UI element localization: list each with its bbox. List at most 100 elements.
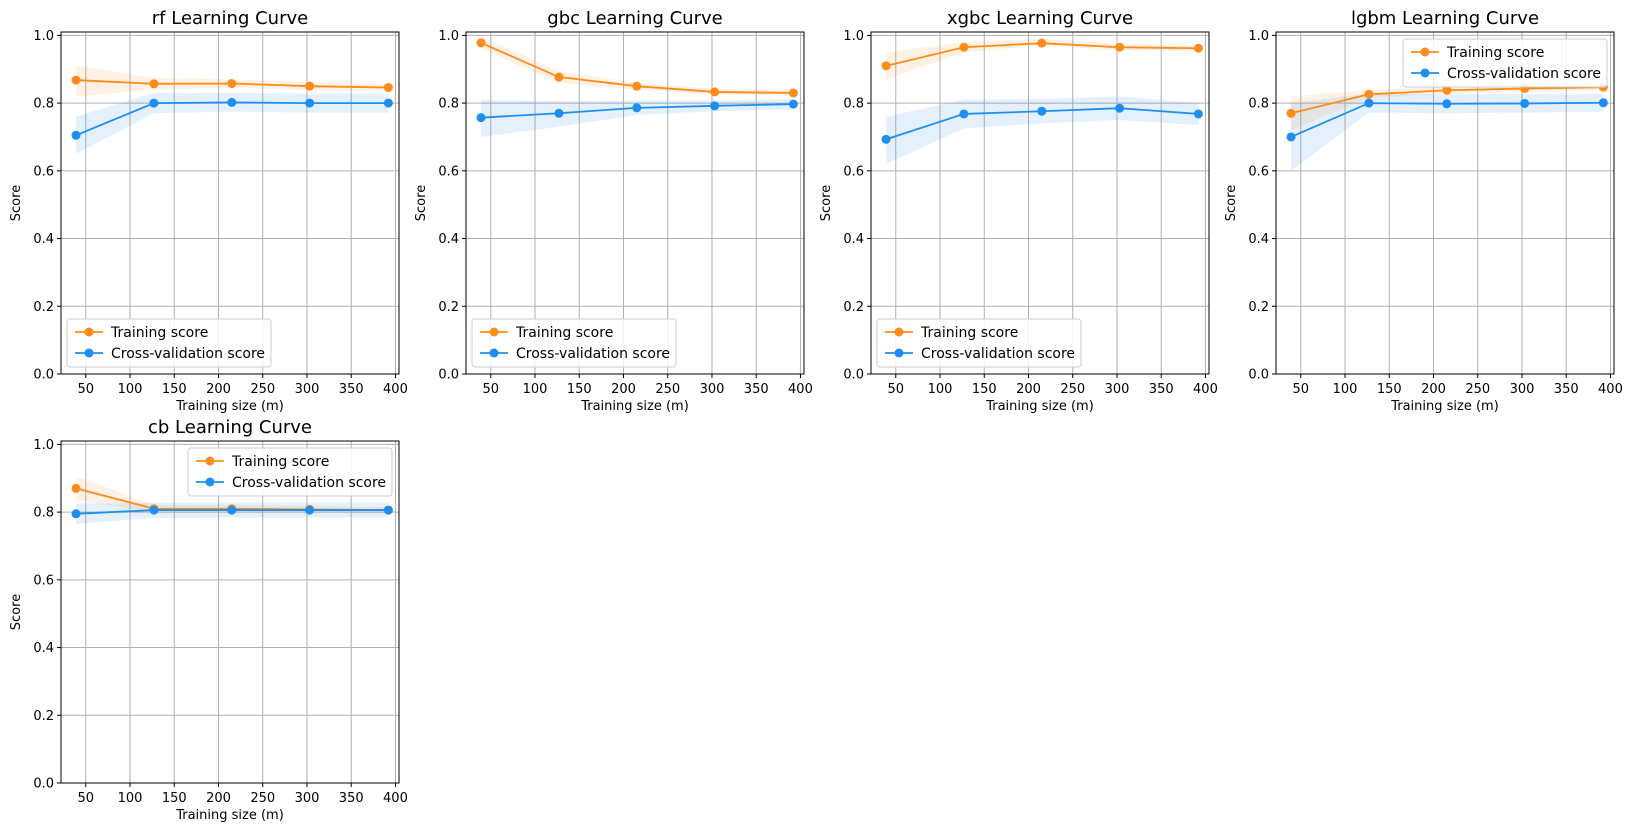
x-axis-label: Training size (m) (985, 399, 1094, 414)
y-tick-label: 0.6 (438, 164, 459, 179)
x-tick-label: 400 (383, 791, 408, 806)
x-tick-label: 300 (295, 791, 320, 806)
data-point-training (959, 42, 969, 52)
data-point-training (1442, 85, 1452, 95)
y-tick-label: 0.8 (33, 97, 54, 112)
legend-label-validation: Cross-validation score (516, 346, 670, 362)
legend-box (1402, 38, 1608, 88)
data-point-training (1037, 38, 1047, 48)
x-tick-label: 100 (928, 382, 953, 397)
legend-label-training: Training score (1446, 45, 1544, 61)
chart-title: cb Learning Curve (148, 417, 312, 438)
y-axis-label: Score (414, 185, 429, 221)
legend-label-validation: Cross-validation score (232, 475, 386, 491)
x-tick-label: 150 (1377, 382, 1402, 397)
x-tick-label: 400 (383, 382, 408, 397)
x-tick-label: 350 (339, 382, 364, 397)
x-tick-label: 150 (567, 382, 592, 397)
data-point-training (632, 81, 642, 91)
legend-box (876, 318, 1082, 368)
x-tick-label: 100 (118, 382, 143, 397)
x-tick-label: 50 (888, 382, 905, 397)
legend-label-training: Training score (231, 454, 329, 470)
data-point-validation (149, 505, 159, 515)
legend-marker-validation (894, 348, 904, 358)
y-tick-label: 0.0 (33, 368, 54, 383)
y-axis-label: Score (1224, 185, 1239, 221)
y-tick-label: 0.0 (1248, 368, 1269, 383)
y-tick-label: 0.4 (1248, 232, 1269, 247)
x-tick-label: 150 (162, 791, 187, 806)
chart-title: rf Learning Curve (152, 8, 308, 29)
legend-marker-training (894, 327, 904, 337)
y-tick-label: 0.0 (843, 368, 864, 383)
x-tick-label: 100 (1333, 382, 1358, 397)
axes-frame (465, 31, 805, 375)
data-point-validation (959, 109, 969, 119)
x-tick-label: 200 (611, 382, 636, 397)
chart-panel-1: 50 100 150 200 250 300 350 400 0.0 0.2 0.4 0.6 0.8 1.… (414, 8, 813, 414)
x-tick-label: 350 (339, 791, 364, 806)
data-point-validation (1598, 98, 1608, 108)
x-tick-label: 100 (118, 791, 143, 806)
y-tick-label: 0.2 (33, 709, 54, 724)
x-tick-label: 300 (295, 382, 320, 397)
data-point-validation (149, 98, 159, 108)
y-tick-label: 0.0 (33, 777, 54, 792)
data-point-validation (1115, 103, 1125, 113)
y-axis-label: Score (9, 594, 24, 630)
x-tick-label: 250 (250, 382, 275, 397)
axes-frame (60, 31, 400, 375)
legend-label-training: Training score (110, 325, 208, 341)
y-axis-label: Score (819, 185, 834, 221)
data-point-training (149, 79, 159, 89)
x-tick-label: 100 (523, 382, 548, 397)
chart-title: gbc Learning Curve (547, 8, 722, 29)
y-tick-label: 0.2 (1248, 300, 1269, 315)
y-tick-label: 0.8 (438, 97, 459, 112)
x-tick-label: 300 (1510, 382, 1535, 397)
data-point-validation (305, 98, 315, 108)
axes-frame (870, 31, 1210, 375)
data-point-validation (71, 130, 81, 140)
legend-box (471, 318, 677, 368)
axes-frame (60, 440, 400, 784)
legend-marker-validation (84, 348, 94, 358)
y-tick-label: 0.4 (33, 641, 54, 656)
data-point-training (1364, 89, 1374, 99)
x-tick-label: 250 (1465, 382, 1490, 397)
chart-title: xgbc Learning Curve (947, 8, 1133, 29)
data-point-training (554, 72, 564, 82)
y-tick-label: 0.6 (33, 573, 54, 588)
x-tick-label: 250 (1060, 382, 1085, 397)
data-point-validation (227, 97, 237, 107)
chart-panel-3: 50 100 150 200 250 300 350 400 0.0 0.2 0.4 0.6 0.8 1.… (1224, 8, 1623, 414)
x-tick-label: 350 (1149, 382, 1174, 397)
x-tick-label: 350 (744, 382, 769, 397)
data-point-training (305, 81, 315, 91)
data-point-validation (383, 505, 393, 515)
legend-marker-training (489, 327, 499, 337)
legend-marker-training (1420, 47, 1430, 57)
data-point-training (1193, 43, 1203, 53)
chart-panel-0: 50 100 150 200 250 300 350 400 0.0 0.2 0.4 0.6 0.8 1.… (9, 8, 408, 414)
data-point-validation (227, 505, 237, 515)
x-tick-label: 400 (1193, 382, 1218, 397)
legend-label-validation: Cross-validation score (111, 346, 265, 362)
y-tick-label: 0.2 (33, 300, 54, 315)
x-tick-label: 300 (1105, 382, 1130, 397)
x-tick-label: 150 (972, 382, 997, 397)
y-tick-label: 0.4 (843, 232, 864, 247)
x-tick-label: 400 (1598, 382, 1623, 397)
legend-marker-validation (489, 348, 499, 358)
data-point-training (1286, 108, 1296, 118)
legend-marker-validation (205, 477, 215, 487)
x-axis-label: Training size (m) (175, 399, 284, 414)
y-tick-label: 0.0 (438, 368, 459, 383)
data-point-validation (632, 103, 642, 113)
legend-marker-validation (1420, 68, 1430, 78)
x-tick-label: 50 (483, 382, 500, 397)
data-point-training (71, 75, 81, 85)
data-point-validation (71, 509, 81, 519)
